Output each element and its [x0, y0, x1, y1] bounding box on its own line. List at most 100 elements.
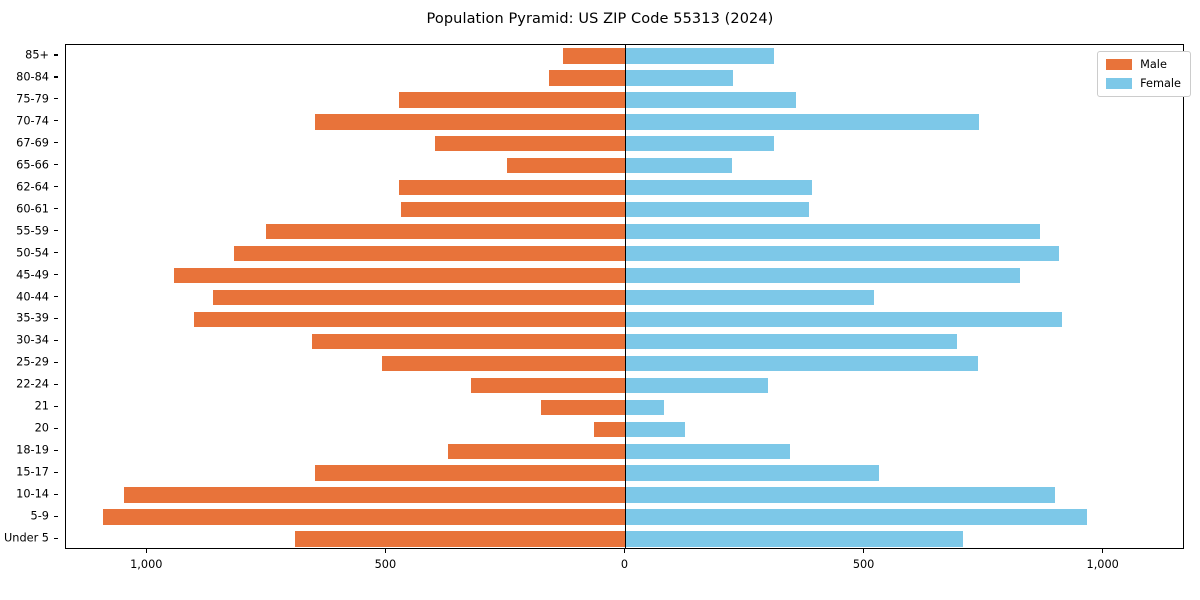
bar-male [548, 70, 626, 86]
y-tick-mark [54, 274, 58, 276]
y-tick-mark [54, 361, 58, 363]
y-tick-label: 75-79 [16, 92, 49, 106]
y-tick-label: 85+ [25, 48, 49, 62]
y-tick-label: 65-66 [16, 158, 49, 172]
bar-male [265, 223, 626, 240]
bar-female [625, 509, 1088, 525]
bar-row [66, 355, 1183, 372]
bar-female [625, 114, 980, 130]
bar-male [315, 465, 626, 481]
bar-row [66, 92, 1183, 108]
y-tick-mark [54, 120, 58, 122]
y-tick-label: 35-39 [16, 311, 49, 325]
y-tick-label: 5-9 [30, 509, 49, 523]
y-tick-label: 70-74 [16, 114, 49, 128]
x-tick-label: 1,000 [1086, 558, 1119, 571]
bar-male [123, 487, 626, 503]
bar-male [507, 158, 626, 174]
y-tick-mark [54, 186, 58, 188]
y-tick-mark [54, 339, 58, 341]
y-tick-label: 15-17 [16, 465, 49, 479]
y-tick-mark [54, 164, 58, 166]
legend-label: Male [1140, 58, 1167, 71]
zero-axis-line [625, 45, 627, 548]
bar-male [312, 333, 626, 350]
y-tick-label: 21 [34, 399, 49, 413]
y-tick-mark [54, 317, 58, 320]
bar-male [562, 48, 626, 64]
bar-male [541, 399, 626, 415]
y-tick-label: 18-19 [16, 443, 49, 457]
bar-female [625, 92, 796, 108]
bar-row [66, 333, 1183, 350]
bars-layer [66, 45, 1183, 548]
y-tick-label: 30-34 [16, 333, 49, 347]
bar-male [471, 377, 626, 393]
y-tick-mark [54, 405, 58, 407]
x-tick-label: 500 [852, 558, 875, 571]
bar-male [399, 180, 626, 196]
bar-row [66, 180, 1183, 196]
bar-row [66, 158, 1183, 174]
y-tick-mark [54, 449, 58, 451]
bar-female [625, 245, 1059, 262]
x-axis-tick-labels: 1,000 500 0 500 1,000 [0, 549, 1200, 589]
bar-female [625, 289, 875, 306]
y-tick-mark [54, 471, 58, 473]
x-tick-mark [863, 549, 865, 553]
y-tick-label: 10-14 [16, 487, 49, 501]
x-tick-mark [145, 549, 147, 553]
bar-male [435, 136, 626, 152]
y-tick-label: 25-29 [16, 355, 49, 369]
bar-male [594, 421, 626, 437]
bar-male [234, 245, 626, 262]
y-tick-label: 67-69 [16, 136, 49, 150]
bar-female [625, 180, 812, 196]
bar-row [66, 245, 1183, 262]
y-tick-label: 50-54 [16, 246, 49, 260]
y-tick-mark [54, 76, 58, 78]
plot-area [65, 44, 1184, 549]
bar-row [66, 114, 1183, 130]
y-tick-label: 22-24 [16, 377, 49, 391]
bar-female [625, 48, 774, 64]
y-tick-label: 45-49 [16, 268, 49, 282]
bar-row [66, 70, 1183, 86]
bar-row [66, 267, 1183, 284]
bar-female [625, 465, 879, 481]
legend-swatch-male-icon [1106, 59, 1133, 70]
bar-female [625, 421, 686, 437]
x-tick-label: 1,000 [130, 558, 163, 571]
bar-female [625, 70, 733, 86]
bar-row [66, 311, 1183, 328]
bar-female [625, 443, 790, 459]
bar-male [399, 92, 626, 108]
bar-male [212, 289, 626, 306]
legend: Male Female [1097, 51, 1191, 97]
bar-row [66, 487, 1183, 503]
bar-female [625, 355, 979, 372]
legend-entry-female[interactable]: Female [1106, 77, 1181, 90]
bar-male [382, 355, 626, 372]
bar-row [66, 399, 1183, 415]
y-tick-mark [54, 54, 58, 56]
bar-female [625, 201, 810, 218]
y-tick-mark [54, 537, 58, 539]
bar-row [66, 531, 1183, 547]
bar-female [625, 333, 957, 350]
bar-row [66, 377, 1183, 393]
y-tick-label: 60-61 [16, 202, 49, 216]
bar-female [625, 399, 665, 415]
y-axis-tick-labels: 85+ 80-84 75-79 70-74 67-69 65-66 62-64 60-61 55… [0, 44, 58, 549]
bar-row [66, 223, 1183, 240]
bar-male [401, 201, 626, 218]
legend-entry-male[interactable]: Male [1106, 58, 1181, 71]
bar-row [66, 443, 1183, 459]
y-tick-label: Under 5 [4, 531, 49, 545]
bar-row [66, 289, 1183, 306]
x-tick-mark [1102, 549, 1104, 553]
x-tick-label: 500 [374, 558, 397, 571]
bar-male [174, 267, 626, 284]
y-tick-label: 62-64 [16, 180, 49, 194]
